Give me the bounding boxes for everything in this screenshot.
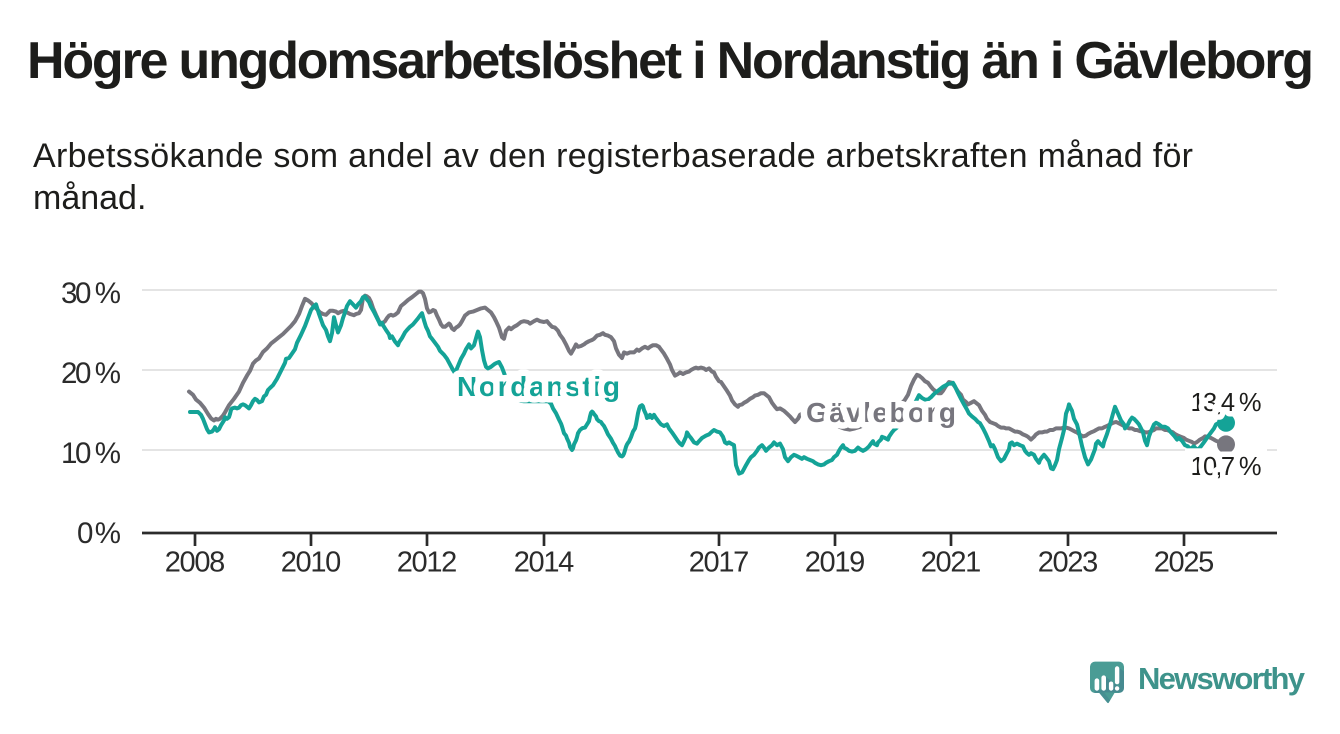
svg-text:10,7 %: 10,7 % xyxy=(1191,453,1262,481)
svg-text:2012: 2012 xyxy=(397,547,458,579)
svg-text:2017: 2017 xyxy=(689,547,750,579)
svg-text:20 %: 20 % xyxy=(61,357,121,390)
svg-text:2021: 2021 xyxy=(921,547,982,579)
svg-text:Arbetssökande som andel av den: Arbetssökande som andel av den registerb… xyxy=(33,137,1193,175)
svg-text:13,4 %: 13,4 % xyxy=(1191,389,1262,417)
svg-text:2025: 2025 xyxy=(1154,547,1215,579)
svg-text:2019: 2019 xyxy=(805,547,866,579)
svg-text:Högre ungdomsarbetslöshet i No: Högre ungdomsarbetslöshet i Nordanstig ä… xyxy=(27,32,1314,90)
svg-text:0 %: 0 % xyxy=(77,517,121,550)
svg-text:Gävleborg: Gävleborg xyxy=(806,397,956,428)
svg-text:2010: 2010 xyxy=(281,547,342,579)
svg-text:30 %: 30 % xyxy=(61,277,121,310)
svg-text:10 %: 10 % xyxy=(61,437,121,470)
svg-text:Newsworthy: Newsworthy xyxy=(1138,661,1306,696)
svg-text:2014: 2014 xyxy=(514,547,575,579)
svg-text:2008: 2008 xyxy=(165,547,226,579)
svg-text:Nordanstig: Nordanstig xyxy=(457,371,620,402)
svg-text:månad.: månad. xyxy=(33,179,146,217)
svg-text:2023: 2023 xyxy=(1038,547,1099,579)
